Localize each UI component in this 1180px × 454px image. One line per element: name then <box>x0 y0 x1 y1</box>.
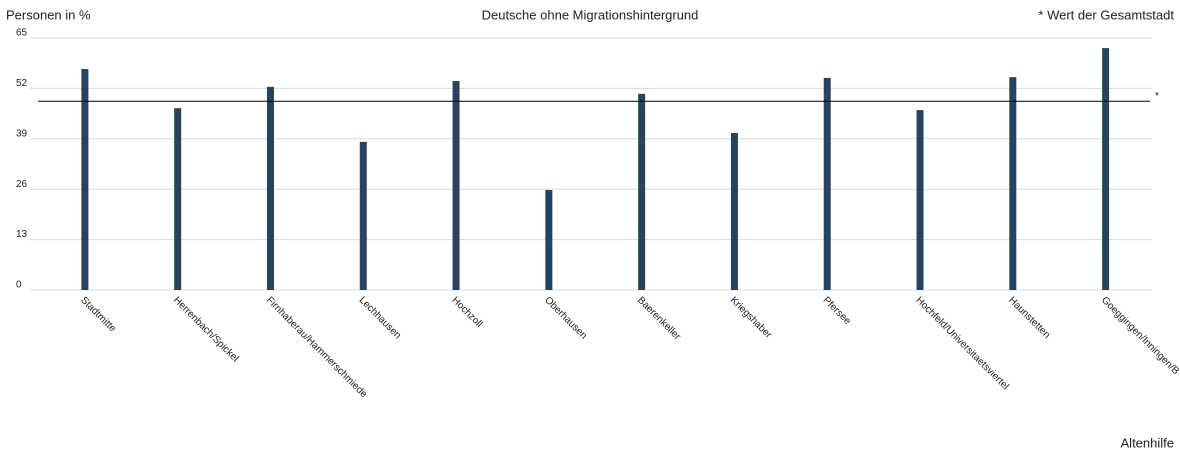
y-axis-label: Personen in % <box>6 7 91 22</box>
bar <box>1009 77 1017 290</box>
y-tick-label: 52 <box>16 78 28 89</box>
x-tick-label: Hochzoll <box>449 295 484 330</box>
y-tick-label: 13 <box>16 229 28 240</box>
note: * Wert der Gesamtstadt <box>1038 7 1174 22</box>
x-tick-label: Lechhausen <box>357 295 403 341</box>
reference-label: * <box>1155 91 1159 102</box>
bar <box>452 81 460 290</box>
x-tick-label: Kriegshaber <box>728 295 774 341</box>
bar <box>81 69 89 290</box>
bar <box>823 77 831 290</box>
bar <box>730 132 738 290</box>
x-tick-label: Firnhaberau/Hammerschmiede <box>264 295 370 401</box>
footer: Altenhilfe <box>1121 435 1174 450</box>
y-tick-label: 39 <box>16 128 28 139</box>
x-tick-label: Hochfeld/Universitaetsviertel <box>913 295 1010 392</box>
x-tick-label: Goeggingen/Inningen/B <box>1099 295 1180 377</box>
bar <box>1102 48 1110 290</box>
bar <box>174 108 182 291</box>
chart-title: Deutsche ohne Migrationshintergrund <box>482 7 699 22</box>
bar <box>545 189 553 290</box>
x-tick-label: Baerenkeller <box>635 295 683 343</box>
x-tick-label: Pfersee <box>821 295 853 327</box>
y-tick-label: 26 <box>16 179 28 190</box>
bar <box>359 141 367 290</box>
x-tick-label: Herrenbach/Spickel <box>171 295 240 364</box>
x-tick-label: Stadtmitte <box>78 295 118 335</box>
bar <box>266 86 274 290</box>
bar <box>916 110 924 290</box>
x-tick-label: Oberhausen <box>542 295 589 342</box>
x-tick-label: Haunstetten <box>1006 295 1052 341</box>
y-tick-label: 0 <box>16 280 22 291</box>
y-tick-label: 65 <box>16 28 28 39</box>
bar <box>638 93 646 290</box>
